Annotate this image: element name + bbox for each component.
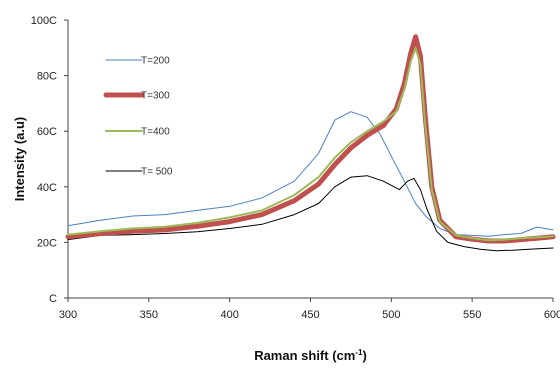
x-axis-ticks: 300 350 400 450 500 550 600: [59, 298, 560, 321]
y-tick-label: 20C: [37, 237, 57, 249]
y-axis-title: Intensity (a.u): [12, 117, 27, 202]
x-tick-label: 600: [544, 309, 560, 321]
x-tick-label: 550: [463, 309, 481, 321]
legend-label: T=300: [141, 91, 170, 102]
x-axis-title-close: ): [362, 348, 366, 363]
y-axis-ticks: C 20C 40C 60C 80C 100C: [31, 15, 68, 305]
series-layer: [65, 34, 556, 252]
legend-label: T= 500: [141, 167, 173, 178]
y-tick-label: 40C: [37, 182, 57, 194]
legend-label: T=400: [141, 127, 170, 138]
series-line-2: [67, 46, 554, 242]
x-tick-label: 350: [140, 309, 158, 321]
y-tick-label: 60C: [37, 126, 57, 138]
x-tick-label: 300: [59, 309, 77, 321]
y-tick-label: 80C: [37, 71, 57, 83]
y-tick-label: C: [49, 293, 57, 305]
x-tick-label: 450: [301, 309, 319, 321]
x-axis-title-superscript: -1: [355, 348, 363, 357]
legend-label: T=200: [141, 56, 170, 67]
x-tick-label: 400: [220, 309, 238, 321]
x-tick-label: 500: [382, 309, 400, 321]
x-axis-title: Raman shift (cm-1): [254, 348, 367, 363]
x-axis-title-base: Raman shift (cm: [254, 348, 355, 363]
series-line-3: [67, 175, 554, 252]
series-line-0: [67, 111, 554, 237]
y-tick-label: 100C: [31, 15, 57, 27]
legend: T=200 T=300 T=400 T= 500: [103, 56, 173, 178]
